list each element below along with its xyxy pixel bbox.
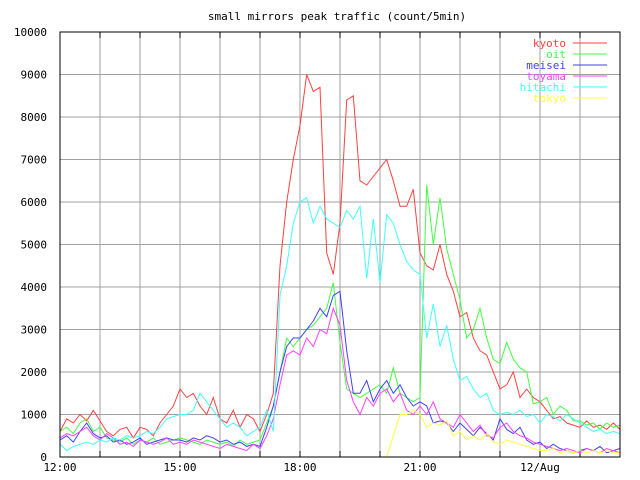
grid (60, 32, 620, 457)
series-line-kyoto (59, 74, 621, 439)
x-tick-label: 12:00 (43, 461, 76, 474)
plot-border (59, 31, 621, 458)
series-line-toyama (59, 306, 621, 454)
y-tick-label: 10000 (14, 26, 47, 39)
legend-label-meisei: meisei (526, 59, 566, 72)
legend-label-hitachi: hitachi (520, 81, 566, 94)
y-axis: 0 1000 2000 3000 4000 5000 6000 7000 8000 9000 100… (14, 26, 47, 464)
chart-title: small mirrors peak traffic (count/5min) (208, 10, 466, 23)
y-tick-label: 2000 (21, 366, 48, 379)
x-tick-label: 15:00 (163, 461, 196, 474)
y-tick-label: 6000 (21, 196, 48, 209)
y-tick-label: 4000 (21, 281, 48, 294)
legend-label-tokyo: tokyo (533, 92, 566, 105)
y-tick-label: 1000 (21, 409, 48, 422)
series-line-oit (59, 184, 621, 448)
legend-label-toyama: toyama (526, 70, 566, 83)
x-tick-label: 21:00 (403, 461, 436, 474)
y-tick-label: 9000 (21, 69, 48, 82)
series-line-meisei (59, 290, 621, 454)
series-line-hitachi (59, 197, 621, 452)
y-tick-label: 5000 (21, 239, 48, 252)
y-tick-label: 0 (40, 451, 47, 464)
x-tick-label: 12/Aug (520, 461, 560, 474)
y-tick-label: 8000 (21, 111, 48, 124)
legend-label-kyoto: kyoto (533, 37, 566, 50)
x-tick-label: 18:00 (283, 461, 316, 474)
y-tick-label: 3000 (21, 324, 48, 337)
y-tick-label: 7000 (21, 154, 48, 167)
legend-label-oit: oit (546, 48, 566, 61)
